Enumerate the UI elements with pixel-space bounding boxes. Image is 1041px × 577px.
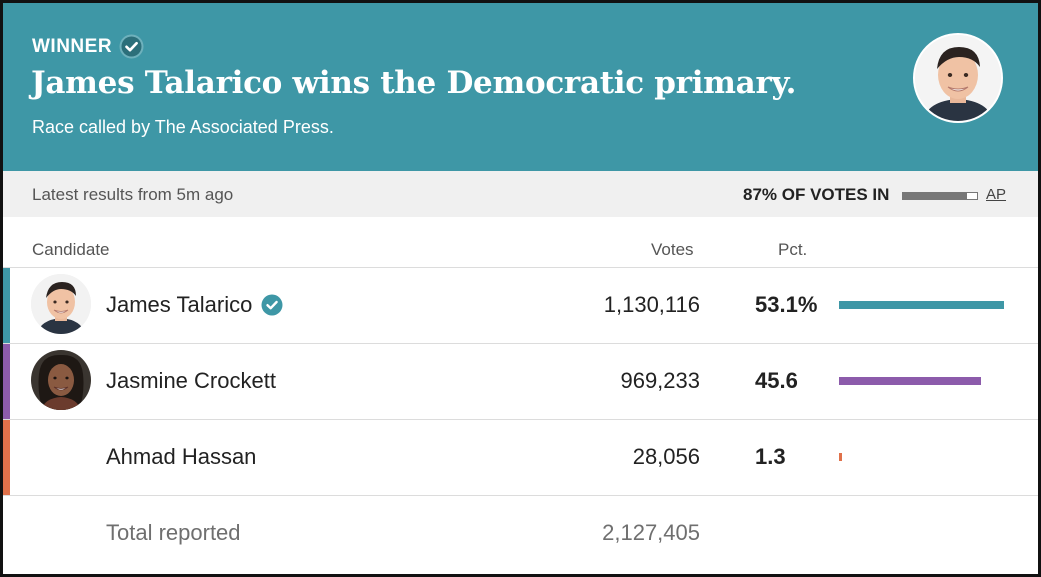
winner-row: WINNER bbox=[32, 34, 144, 59]
candidate-name-text: Jasmine Crockett bbox=[106, 368, 276, 393]
headline: James Talarico wins the Democratic prima… bbox=[31, 65, 797, 101]
votes-in-progress-fill bbox=[903, 193, 968, 199]
party-color-stripe bbox=[3, 420, 10, 496]
winner-label: WINNER bbox=[32, 35, 113, 57]
check-circle-icon bbox=[261, 294, 283, 316]
column-header-candidate: Candidate bbox=[32, 240, 110, 259]
pct-bar bbox=[839, 377, 1004, 385]
candidate-pct: 1.3 bbox=[755, 444, 786, 469]
total-reported-label: Total reported bbox=[106, 520, 241, 545]
candidate-name: Ahmad Hassan bbox=[106, 444, 256, 470]
pct-bar bbox=[839, 301, 1004, 309]
pct-bar-fill bbox=[839, 377, 981, 385]
ap-source-link[interactable]: AP bbox=[986, 186, 1007, 203]
candidate-pct: 53.1% bbox=[755, 292, 818, 317]
status-bar: Latest results from 5m ago 87% OF VOTES … bbox=[3, 171, 1038, 217]
winner-banner: WINNER James Talarico wins the Democrati… bbox=[3, 3, 1038, 171]
check-circle-icon bbox=[119, 34, 144, 59]
total-reported-votes: 2,127,405 bbox=[602, 520, 700, 545]
candidate-votes: 1,130,116 bbox=[603, 292, 700, 317]
avatar bbox=[31, 274, 91, 334]
subline: Race called by The Associated Press. bbox=[32, 117, 334, 137]
candidate-name-text: James Talarico bbox=[106, 292, 253, 317]
table-row: Jasmine Crockett 969,233 45.6 bbox=[3, 343, 1038, 420]
candidate-name: Jasmine Crockett bbox=[106, 368, 276, 394]
candidate-votes: 28,056 bbox=[632, 444, 700, 469]
pct-bar-fill bbox=[839, 301, 1004, 309]
party-color-stripe bbox=[3, 344, 10, 420]
table-row: Ahmad Hassan 28,056 1.3 bbox=[3, 419, 1038, 496]
winner-avatar bbox=[913, 33, 1003, 123]
table-row: James Talarico 1,130,116 53.1% bbox=[3, 267, 1038, 344]
pct-bar-fill bbox=[839, 453, 842, 461]
candidate-name-text: Ahmad Hassan bbox=[106, 444, 257, 469]
votes-in-label: 87% OF VOTES IN bbox=[743, 185, 890, 204]
total-row: Total reported 2,127,405 bbox=[3, 495, 1038, 572]
latest-results-text: Latest results from 5m ago bbox=[32, 185, 234, 204]
candidate-votes: 969,233 bbox=[620, 368, 700, 393]
pct-bar bbox=[839, 453, 1004, 461]
votes-in-progress-bar bbox=[902, 192, 978, 200]
candidate-pct: 45.6 bbox=[755, 368, 798, 393]
candidate-name: James Talarico bbox=[106, 292, 283, 318]
party-color-stripe bbox=[3, 268, 10, 344]
avatar bbox=[31, 350, 91, 410]
column-header-pct: Pct. bbox=[778, 240, 808, 259]
column-header-votes: Votes bbox=[651, 240, 694, 259]
